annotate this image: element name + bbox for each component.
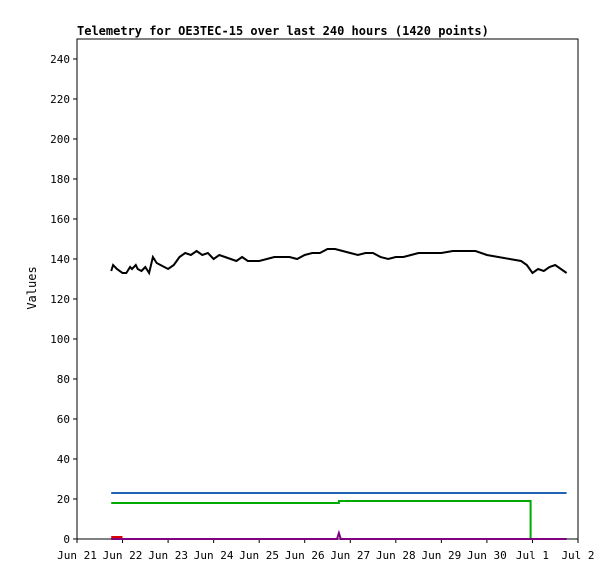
x-tick-label: Jun 21 xyxy=(57,549,97,562)
y-tick-label: 160 xyxy=(50,213,70,226)
y-tick-label: 20 xyxy=(57,493,70,506)
y-tick-label: 220 xyxy=(50,93,70,106)
x-tick-label: Jun 28 xyxy=(376,549,416,562)
y-tick-label: 80 xyxy=(57,373,70,386)
y-tick-label: 60 xyxy=(57,413,70,426)
x-tick-label: Jun 23 xyxy=(148,549,188,562)
y-tick-label: 40 xyxy=(57,453,70,466)
x-tick-label: Jun 26 xyxy=(285,549,325,562)
series-layer xyxy=(110,248,568,540)
plot-frame xyxy=(76,38,579,540)
y-tick-label: 240 xyxy=(50,53,70,66)
x-tick-label: Jun 24 xyxy=(194,549,234,562)
y-axis-title: Values xyxy=(25,266,39,309)
x-tick-label: Jun 30 xyxy=(467,549,507,562)
x-tick-label: Jun 27 xyxy=(330,549,370,562)
y-tick-label: 0 xyxy=(63,533,70,546)
y-axis: 0 20 40 60 80 100 120 140 160 180 200 220 240 xyxy=(50,53,77,546)
y-tick-label: 200 xyxy=(50,133,70,146)
x-tick-label: Jun 29 xyxy=(421,549,461,562)
series-line-1 xyxy=(110,248,568,276)
x-tick-label: Jul 2 xyxy=(561,549,594,562)
y-tick-label: 180 xyxy=(50,173,70,186)
x-axis: Jun 21 Jun 22 Jun 23 Jun 24 Jun 25 Jun 26 Jun … xyxy=(57,539,595,562)
x-tick-label: Jul 1 xyxy=(516,549,549,562)
y-tick-label: 120 xyxy=(50,293,70,306)
chart-title: Telemetry for OE3TEC-15 over last 240 ho… xyxy=(77,24,489,38)
y-tick-label: 140 xyxy=(50,253,70,266)
x-tick-label: Jun 25 xyxy=(239,549,279,562)
x-tick-label: Jun 22 xyxy=(103,549,143,562)
y-tick-label: 100 xyxy=(50,333,70,346)
series-line-4 xyxy=(111,529,567,540)
